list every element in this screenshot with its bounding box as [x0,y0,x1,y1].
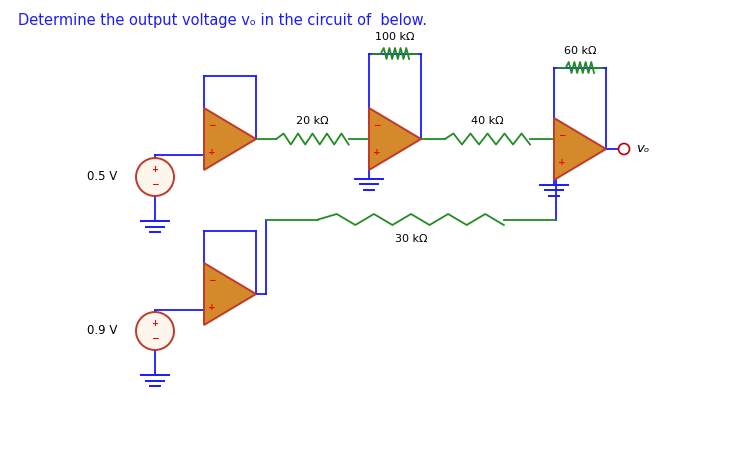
Text: −: − [208,276,216,285]
Text: 100 kΩ: 100 kΩ [375,31,415,41]
Text: −: − [151,180,159,189]
Circle shape [136,158,174,196]
Text: −: − [208,121,216,130]
Text: 20 kΩ: 20 kΩ [296,116,329,126]
Text: +: + [208,148,216,157]
Text: 0.5 V: 0.5 V [86,171,117,184]
Text: +: + [151,319,158,328]
Text: 0.9 V: 0.9 V [86,325,117,338]
Text: −: − [558,131,565,140]
Polygon shape [554,118,606,180]
Polygon shape [204,108,256,170]
Text: +: + [558,158,565,167]
Text: 60 kΩ: 60 kΩ [564,45,596,56]
Circle shape [619,144,630,154]
Polygon shape [369,108,421,170]
Text: +: + [151,165,158,174]
Text: 40 kΩ: 40 kΩ [471,116,504,126]
Text: −: − [373,121,381,130]
Text: Determine the output voltage vₒ in the circuit of  below.: Determine the output voltage vₒ in the c… [18,13,427,28]
Polygon shape [204,263,256,325]
Text: −: − [151,334,159,343]
Text: 30 kΩ: 30 kΩ [395,233,427,243]
Text: +: + [373,148,381,157]
Circle shape [136,312,174,350]
Text: +: + [208,303,216,312]
Text: vₒ: vₒ [636,142,650,155]
